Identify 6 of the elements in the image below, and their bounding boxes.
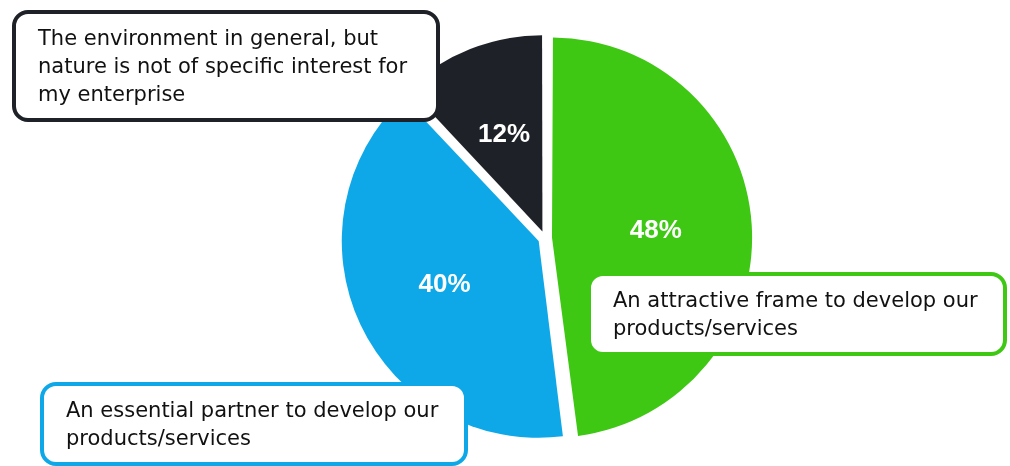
slice-label: An attractive frame to develop our products/services bbox=[587, 272, 1007, 356]
slice-label: The environment in general, but nature is not of specific interest for my enterprise bbox=[12, 10, 440, 122]
data-label: 12% bbox=[478, 117, 531, 148]
slice-label: An essential partner to develop our products/services bbox=[40, 382, 468, 466]
data-label: 40% bbox=[418, 268, 471, 299]
data-label: 48% bbox=[629, 214, 682, 245]
